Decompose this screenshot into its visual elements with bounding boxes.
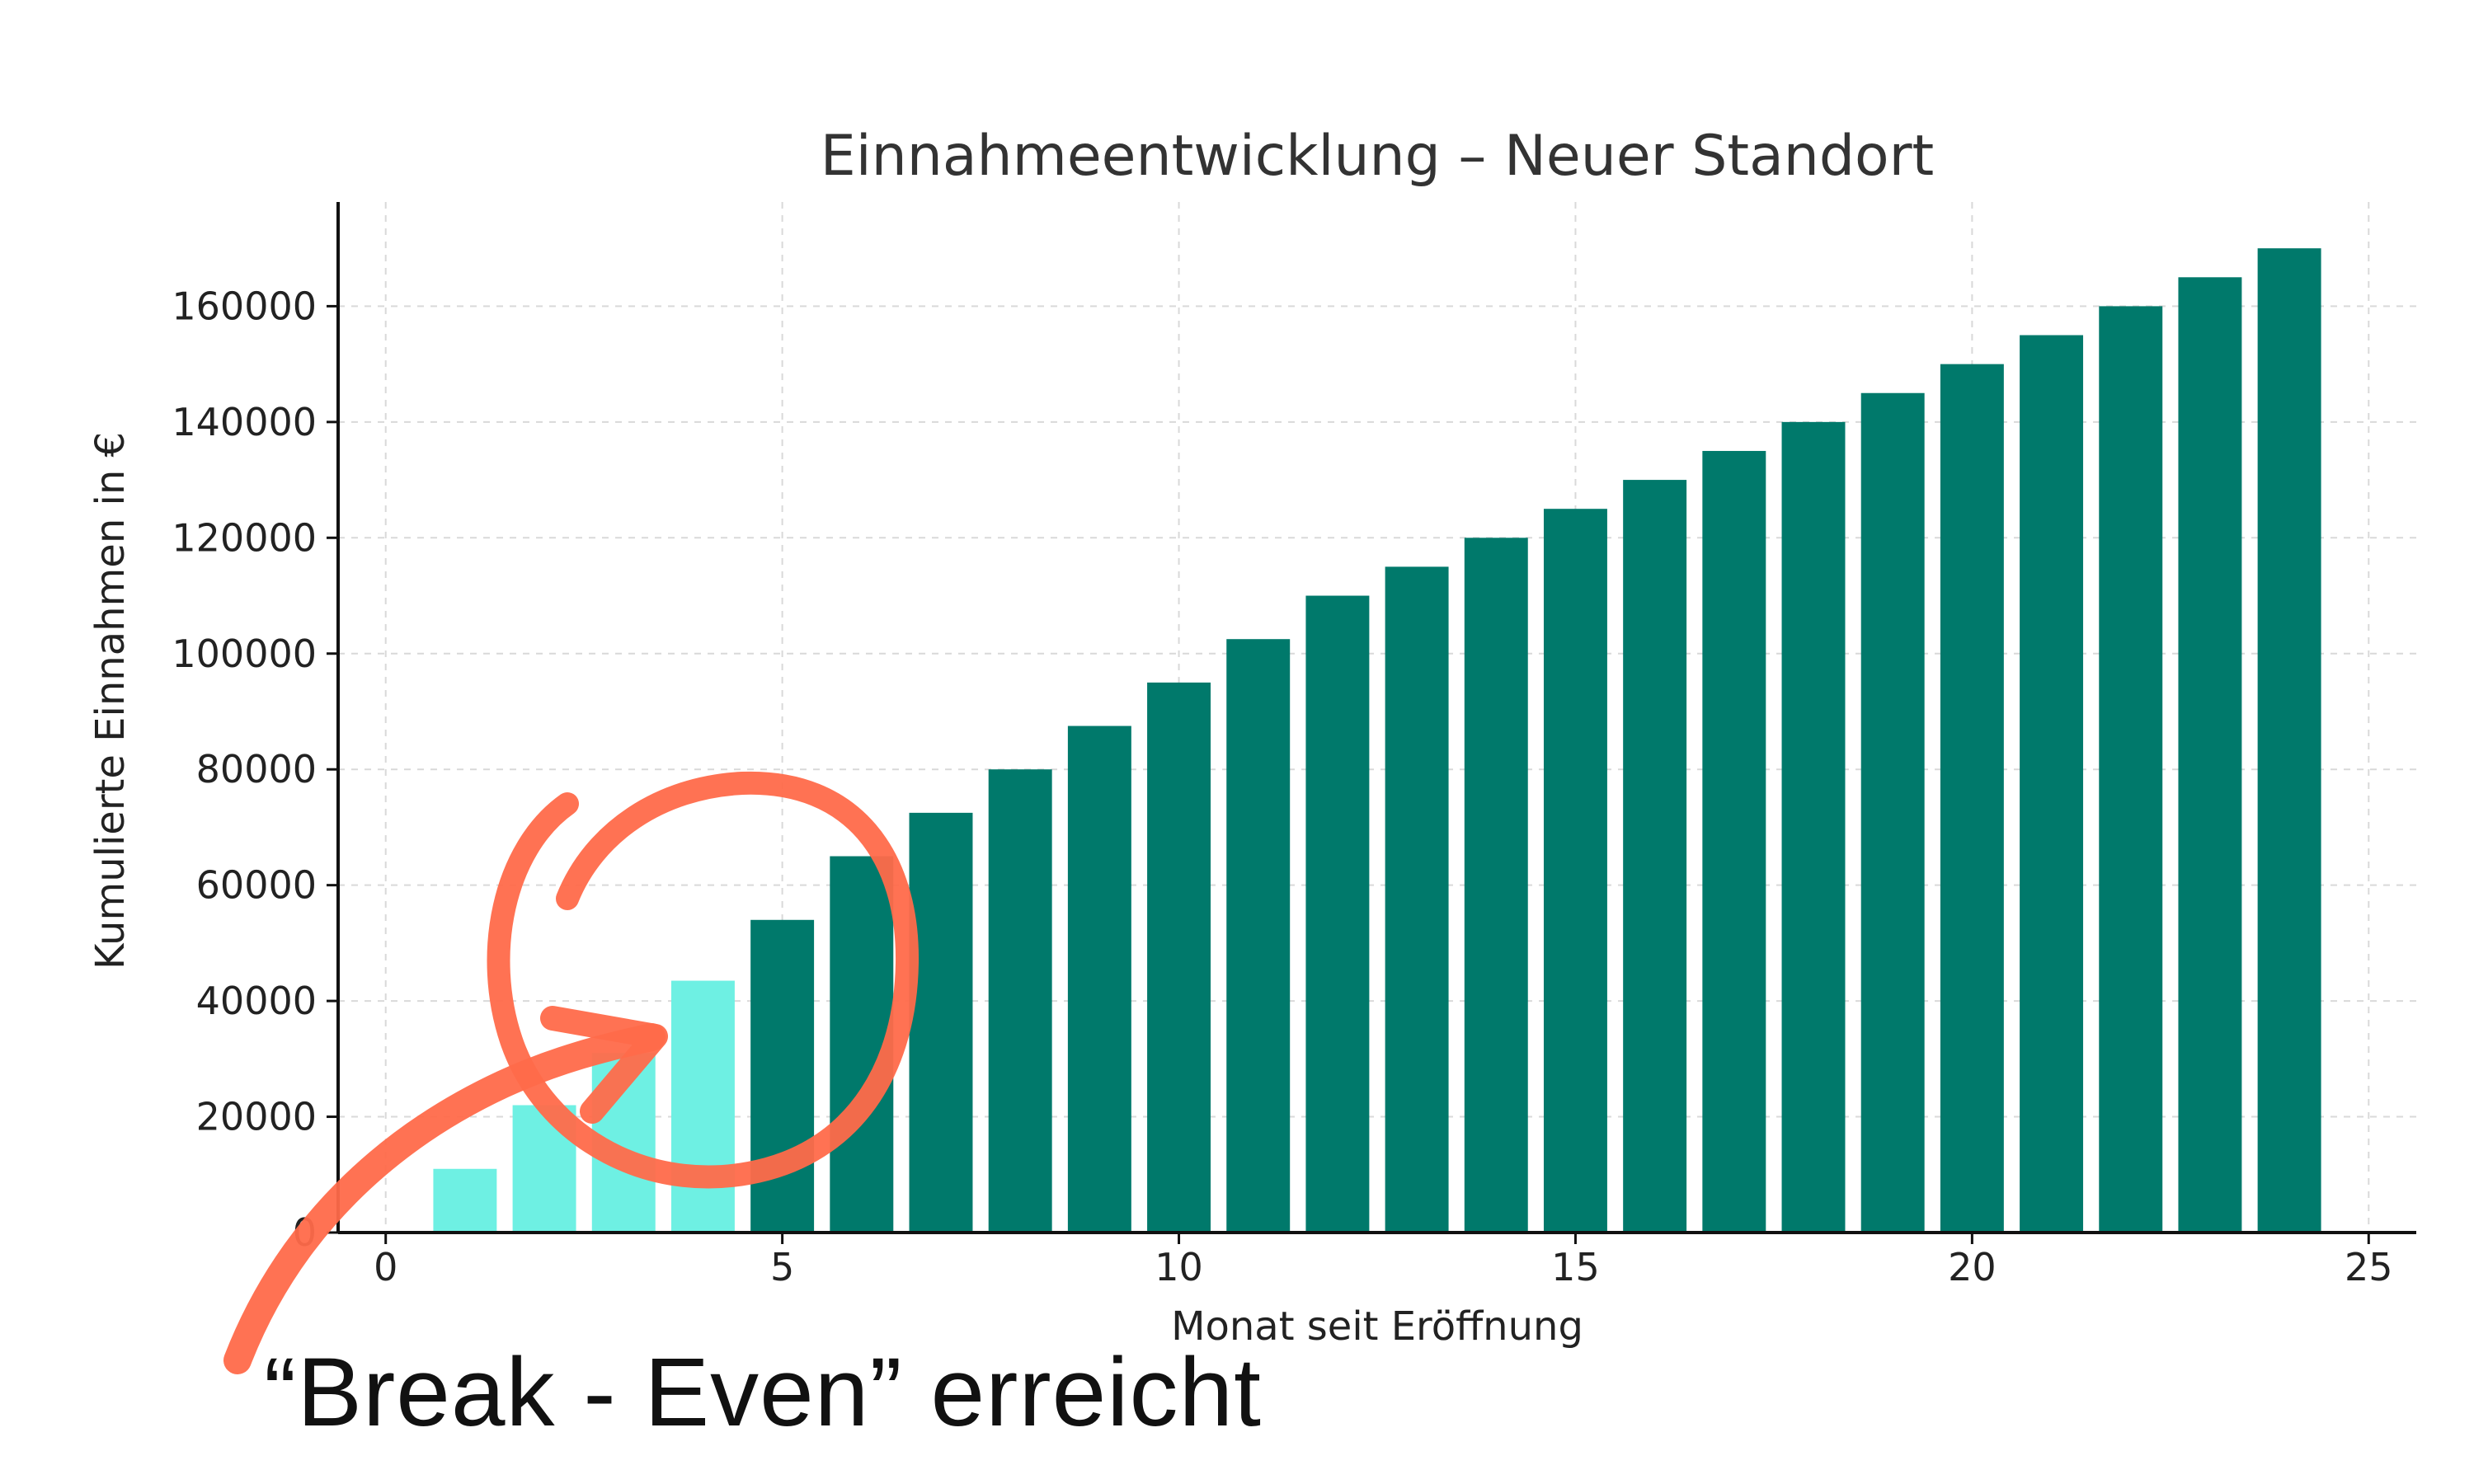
y-tick-label-3: 60000 [196, 863, 317, 908]
bar-month-4 [670, 980, 735, 1233]
x-axis-label: Monat seit Eröffnung [1171, 1303, 1583, 1350]
x-tick-label-5: 25 [2345, 1245, 2393, 1289]
chart-title: Einnahmeentwicklung – Neuer Standort [821, 124, 1934, 189]
bar-month-18 [1781, 421, 1846, 1233]
y-tick-label-7: 140000 [172, 400, 317, 444]
y-tick-label-4: 80000 [196, 747, 317, 791]
annotation-arrow-shaft [223, 1023, 666, 1374]
bar-month-19 [1860, 392, 1925, 1233]
bar-month-22 [2099, 306, 2163, 1233]
x-tick-label-3: 15 [1551, 1245, 1600, 1289]
y-tick-label-8: 160000 [172, 284, 317, 328]
break-even-annotation: “Break - Even” erreicht [264, 1338, 1262, 1447]
bar-month-7 [909, 812, 973, 1233]
y-tick-label-1: 20000 [196, 1095, 317, 1139]
y-tick-label-2: 40000 [196, 979, 317, 1023]
bar-month-12 [1305, 595, 1370, 1233]
y-tick-label-6: 120000 [172, 515, 317, 560]
x-tick-label-0: 0 [374, 1245, 397, 1289]
y-axis-label: Kumulierte Einnahmen in € [87, 432, 134, 970]
annotation-arrow-head [540, 1006, 668, 1124]
x-tick-label-1: 5 [770, 1245, 794, 1289]
bar-month-1 [433, 1168, 497, 1233]
x-tick-label-4: 20 [1948, 1245, 1997, 1289]
x-tick-label-2: 10 [1155, 1245, 1203, 1289]
bar-month-11 [1226, 639, 1291, 1233]
bar-month-15 [1543, 509, 1607, 1233]
bar-month-5 [750, 919, 815, 1233]
bar-month-13 [1385, 566, 1449, 1233]
labels-layer: 0 5 10 15 20 25020000400006000080000100000120… [172, 284, 2392, 1289]
bar-month-8 [988, 769, 1052, 1233]
bar-month-16 [1623, 480, 1687, 1233]
bar-month-17 [1702, 450, 1766, 1233]
bar-month-9 [1067, 726, 1131, 1233]
bar-month-14 [1464, 538, 1528, 1233]
bar-month-10 [1147, 682, 1211, 1233]
bar-month-23 [2178, 277, 2242, 1233]
bars-layer [433, 248, 2321, 1233]
bar-month-21 [2020, 335, 2084, 1233]
bar-month-20 [1940, 364, 2004, 1233]
annotation-circle [487, 771, 920, 1189]
y-tick-label-5: 100000 [172, 632, 317, 676]
axes-layer [327, 202, 2416, 1244]
bar-month-24 [2257, 248, 2321, 1233]
